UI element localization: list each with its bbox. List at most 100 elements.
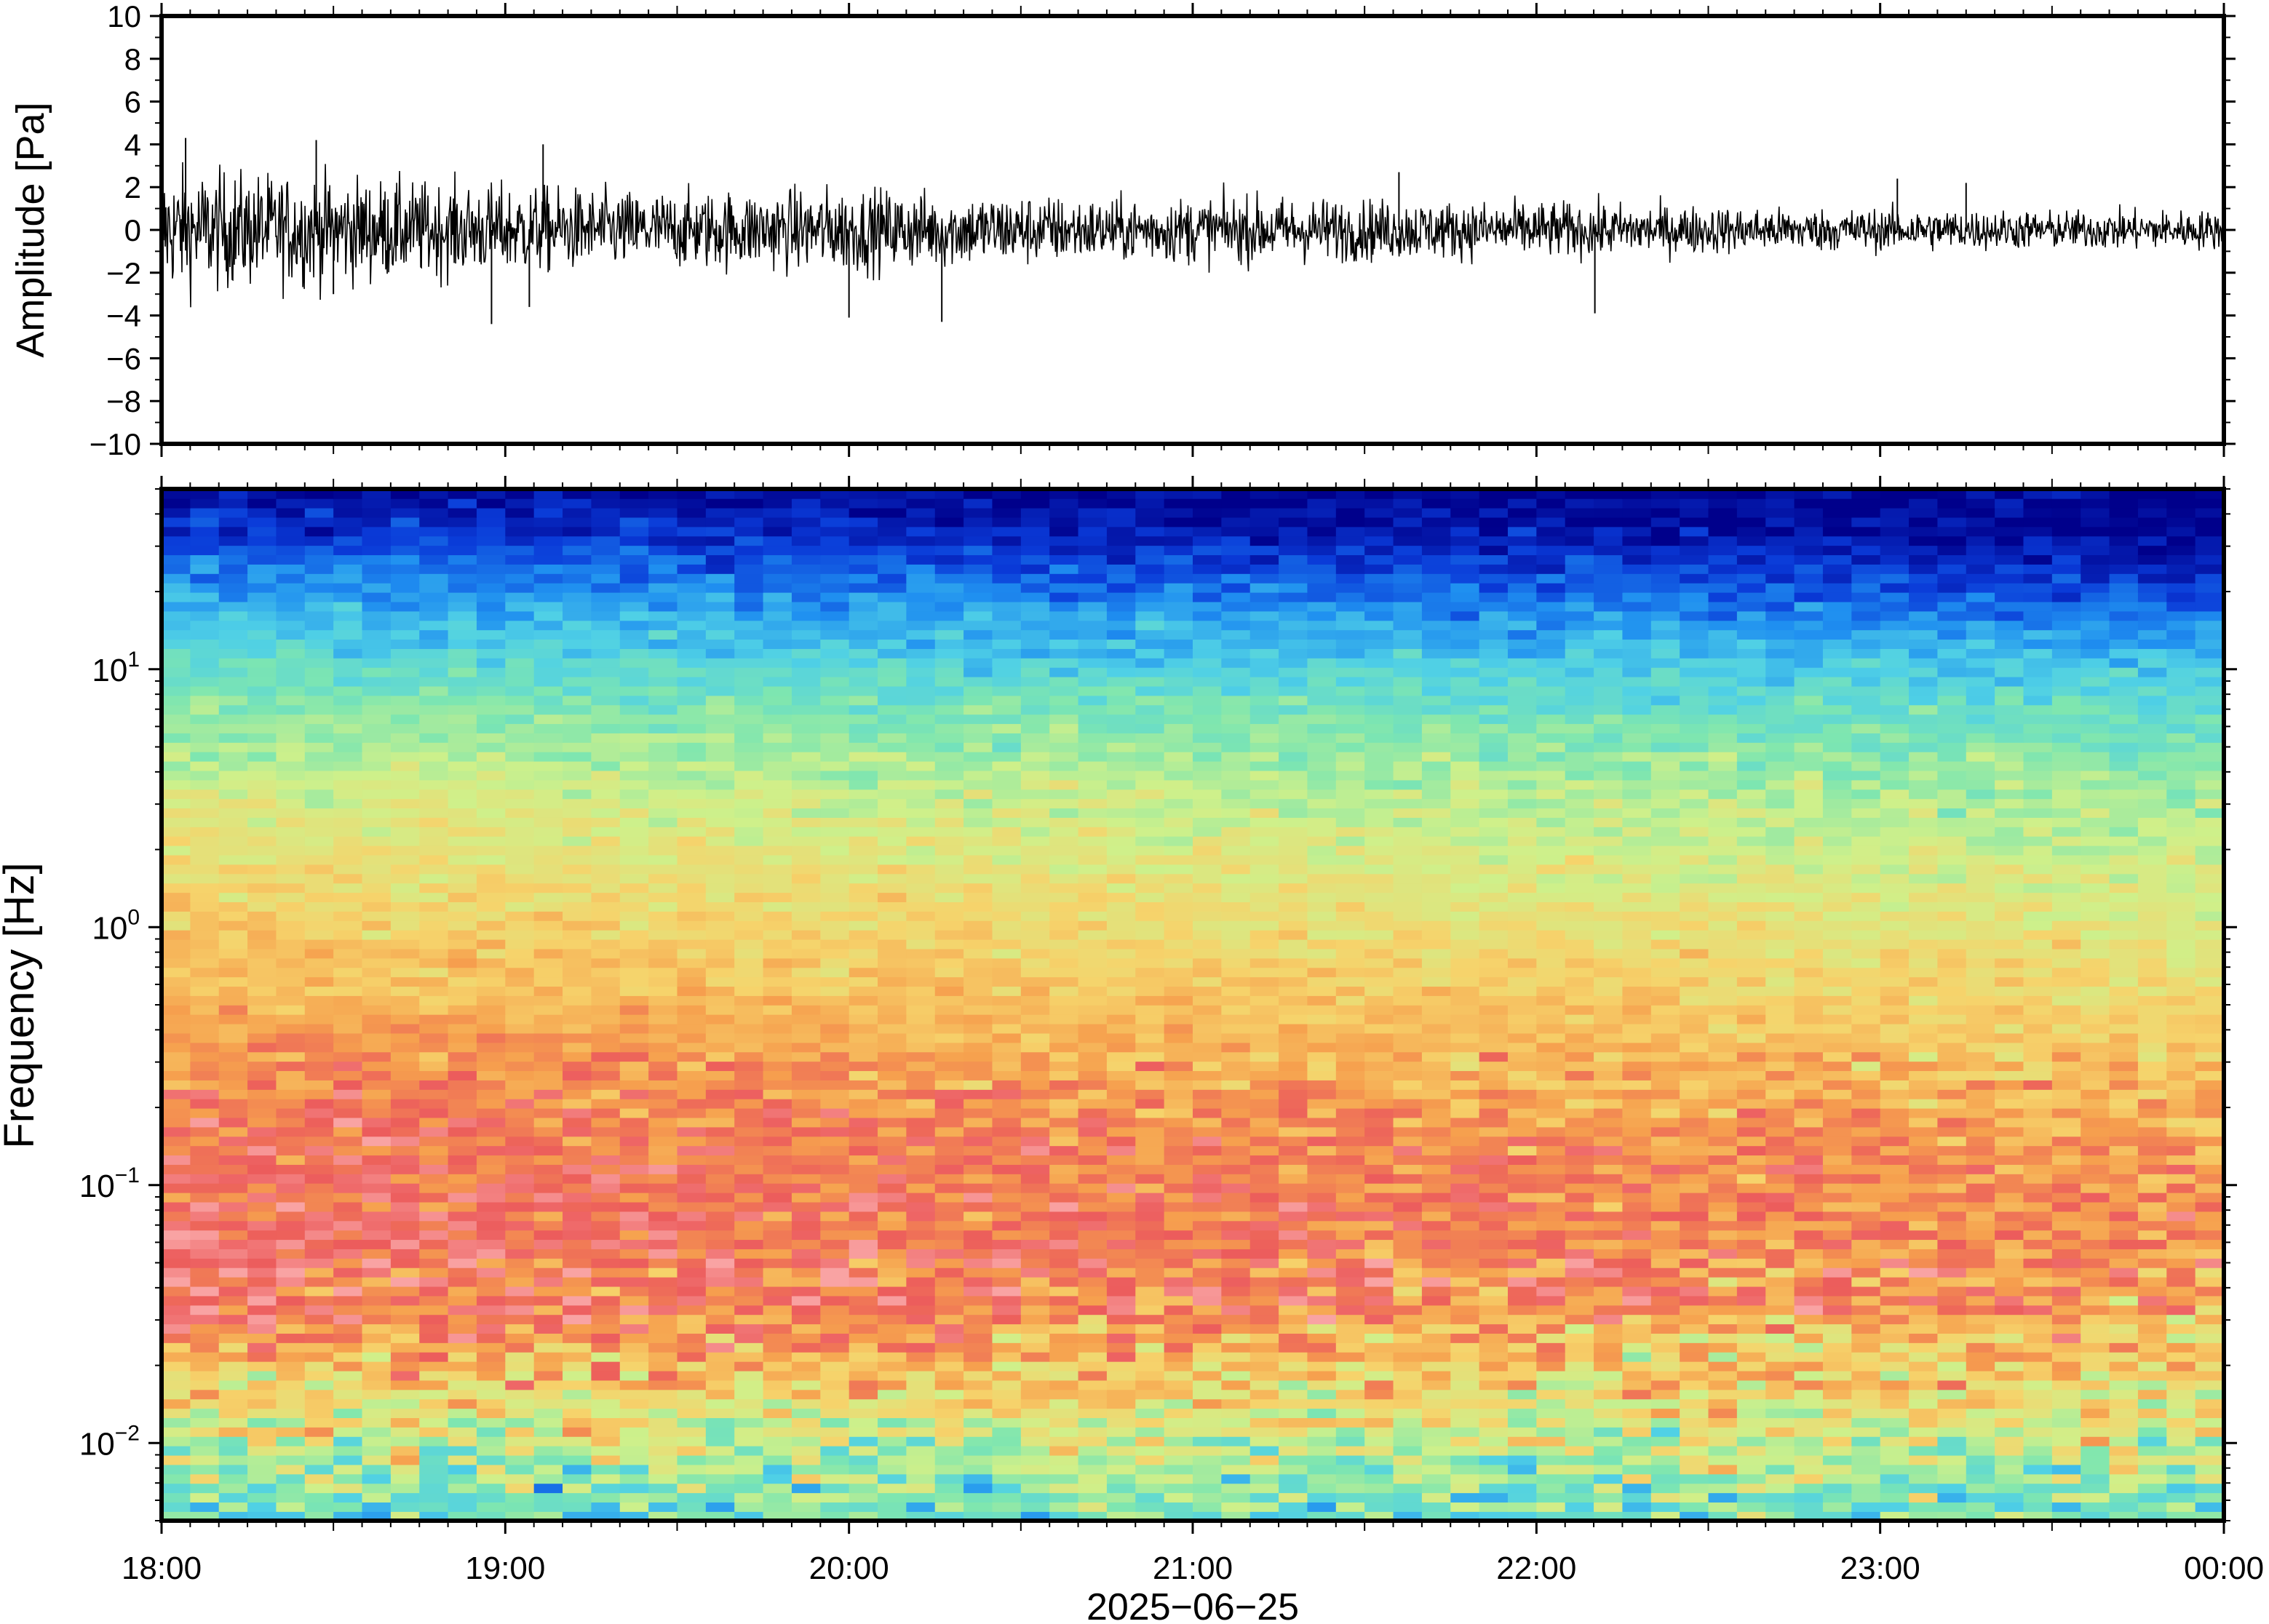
spectrogram-cell xyxy=(390,1267,421,1278)
spectrogram-cell xyxy=(333,1380,363,1390)
spectrogram-cell xyxy=(2051,1333,2081,1343)
spectrogram-cell xyxy=(1995,1061,2024,1072)
spectrogram-cell xyxy=(963,1164,993,1174)
spectrogram-cell xyxy=(1106,1380,1137,1390)
spectrogram-cell xyxy=(1479,948,1509,959)
spectrogram-cell xyxy=(906,892,936,902)
spectrogram-cell xyxy=(333,1295,363,1306)
spectrogram-cell xyxy=(1421,1258,1452,1268)
spectrogram-cell xyxy=(820,1492,850,1503)
spectrogram-cell xyxy=(1507,1155,1538,1165)
spectrogram-cell xyxy=(1507,929,1538,940)
spectrogram-cell xyxy=(1650,1492,1680,1503)
spectrogram-cell xyxy=(218,901,248,912)
spectrogram-cell xyxy=(190,1483,220,1494)
spectrogram-cell xyxy=(1880,1305,1910,1315)
spectrogram-cell xyxy=(476,1126,506,1137)
spectrogram-cell xyxy=(1221,1211,1251,1222)
spectrogram-cell xyxy=(1135,1464,1165,1475)
spectrogram-cell xyxy=(190,1361,220,1372)
spectrogram-cell xyxy=(276,1126,306,1137)
spectrogram-cell xyxy=(1279,976,1308,987)
spectrogram-cell xyxy=(2137,1342,2168,1353)
spectrogram-cell xyxy=(1765,1220,1795,1231)
spectrogram-cell xyxy=(1536,1502,1566,1512)
spectrogram-cell xyxy=(1421,1080,1452,1090)
spectrogram-cell xyxy=(1736,1042,1767,1053)
spectrogram-cell xyxy=(1221,1107,1251,1118)
spectrogram-cell xyxy=(906,1051,936,1062)
spectrogram-cell xyxy=(963,1454,993,1465)
spectrogram-cell xyxy=(448,976,477,987)
spectrogram-cell xyxy=(362,1201,392,1212)
spectrogram-cell xyxy=(1909,1155,1939,1165)
spectrogram-cell xyxy=(1049,1211,1079,1222)
spectrogram-cell xyxy=(906,1230,936,1241)
spectrogram-cell xyxy=(505,1061,535,1072)
spectrogram-cell xyxy=(247,1155,277,1165)
spectrogram-cell xyxy=(1622,1211,1652,1222)
spectrogram-cell xyxy=(963,1502,993,1512)
spectrogram-cell xyxy=(162,1380,191,1390)
spectrogram-cell xyxy=(533,939,563,950)
spectrogram-cell xyxy=(1507,1258,1538,1268)
spectrogram-cell xyxy=(734,1164,764,1174)
spectrogram-cell xyxy=(1221,911,1251,921)
spectrogram-cell xyxy=(563,939,592,950)
spectrogram-cell xyxy=(1880,1502,1910,1512)
spectrogram-cell xyxy=(333,1174,363,1184)
spectrogram-cell xyxy=(1421,1061,1452,1072)
spectrogram-cell xyxy=(1307,1389,1337,1400)
spectrogram-cell xyxy=(1765,1070,1795,1080)
spectrogram-cell xyxy=(820,1502,850,1512)
spectrogram-cell xyxy=(1594,1080,1624,1090)
spectrogram-cell xyxy=(1765,1042,1795,1053)
spectrogram-cell xyxy=(734,1249,764,1259)
spectrogram-cell xyxy=(304,929,334,940)
spectrogram-cell xyxy=(1450,920,1480,931)
spectrogram-cell xyxy=(1909,967,1939,978)
spectrogram-cell xyxy=(1335,1211,1365,1222)
spectrogram-cell xyxy=(1622,1305,1652,1315)
spectrogram-cell xyxy=(1822,1361,1853,1372)
spectrogram-cell xyxy=(1307,1211,1337,1222)
spectrogram-cell xyxy=(1421,976,1452,987)
spectrogram-cell xyxy=(705,1211,736,1222)
spectrogram-cell xyxy=(1335,995,1365,1006)
spectrogram-cell xyxy=(1249,929,1279,940)
spectrogram-cell xyxy=(1279,1174,1308,1184)
spectrogram-cell xyxy=(619,1398,649,1409)
spectrogram-cell xyxy=(1565,1032,1594,1043)
spectrogram-cell xyxy=(1135,1155,1165,1165)
spectrogram-cell xyxy=(1995,1286,2024,1297)
spectrogram-cell xyxy=(1794,1126,1824,1137)
spectrogram-cell xyxy=(992,1258,1022,1268)
spectrogram-cell xyxy=(1450,929,1480,940)
spectrogram-cell xyxy=(304,1117,334,1128)
amplitude-tick-label: 8 xyxy=(124,42,141,76)
spectrogram-cell xyxy=(734,1070,764,1080)
spectrogram-cell xyxy=(906,939,936,950)
spectrogram-cell xyxy=(1594,1239,1624,1249)
spectrogram-cell xyxy=(1135,1023,1165,1034)
spectrogram-cell xyxy=(1135,1436,1165,1446)
spectrogram-cell xyxy=(276,1464,306,1475)
spectrogram-cell xyxy=(1622,1342,1652,1353)
spectrogram-cell xyxy=(1193,1061,1223,1072)
spectrogram-cell xyxy=(533,1042,563,1053)
spectrogram-cell xyxy=(476,1380,506,1390)
spectrogram-cell xyxy=(1822,1370,1853,1381)
spectrogram-cell xyxy=(1708,1389,1738,1400)
spectrogram-cell xyxy=(878,1389,907,1400)
spectrogram-cell xyxy=(820,1014,850,1024)
spectrogram-cell xyxy=(419,1220,449,1231)
spectrogram-cell xyxy=(992,1502,1022,1512)
spectrogram-cell xyxy=(505,1389,535,1400)
spectrogram-cell xyxy=(1736,1295,1767,1306)
spectrogram-cell xyxy=(2081,958,2110,968)
spectrogram-cell xyxy=(705,1436,736,1446)
spectrogram-cell xyxy=(791,1155,822,1165)
spectrogram-cell xyxy=(906,1333,936,1343)
spectrogram-cell xyxy=(563,1174,592,1184)
spectrogram-cell xyxy=(419,1370,449,1381)
